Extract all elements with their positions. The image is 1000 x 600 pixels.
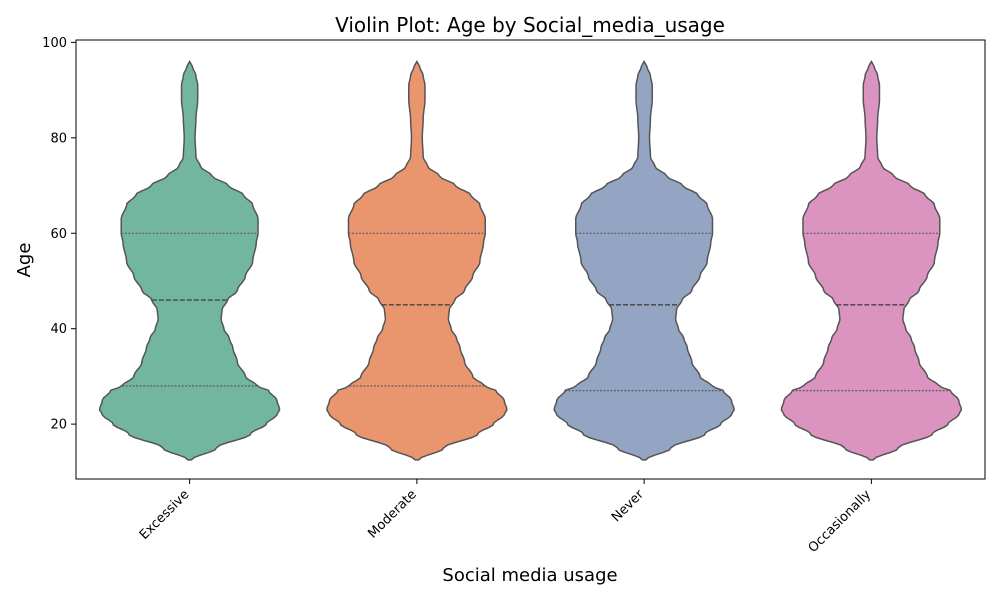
violin-body — [98, 59, 281, 461]
plot-frame — [75, 39, 986, 480]
y-tick-label: 20 — [50, 418, 67, 433]
y-tick-label: 40 — [50, 322, 67, 337]
y-tick-label: 80 — [50, 131, 67, 146]
violin-occasionally — [780, 59, 963, 461]
violin-body — [780, 59, 963, 461]
y-tick-label: 60 — [50, 227, 67, 242]
violin-body — [553, 59, 735, 461]
y-axis-ticks: 20 40 60 80 100 — [42, 36, 76, 433]
chart-title: Violin Plot: Age by Social_media_usage — [335, 13, 725, 37]
violin-group — [98, 59, 963, 461]
violin-excessive — [98, 59, 281, 461]
y-axis-label: Age — [14, 243, 35, 278]
violin-moderate — [326, 59, 508, 461]
y-tick-label: 100 — [42, 36, 67, 51]
violin-body — [326, 59, 508, 461]
x-axis-label: Social media usage — [442, 565, 617, 586]
violin-never — [553, 59, 735, 461]
